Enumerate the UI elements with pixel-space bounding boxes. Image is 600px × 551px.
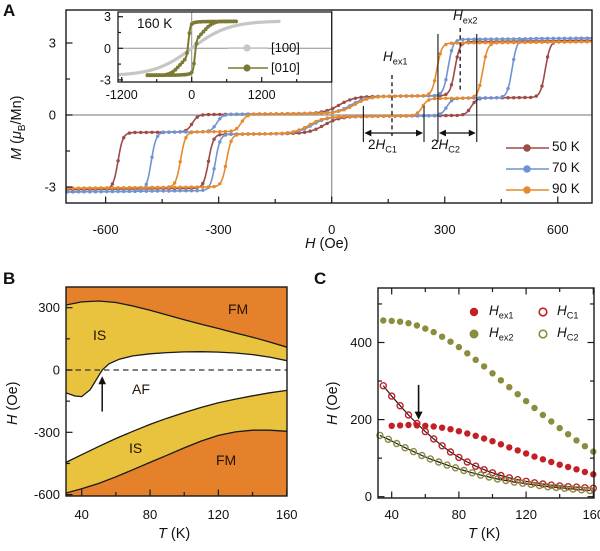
panel-b-x-axis-title: T (K) xyxy=(158,526,191,542)
svg-text:-1200: -1200 xyxy=(106,88,138,102)
svg-text:160: 160 xyxy=(276,507,298,522)
svg-text:1200: 1200 xyxy=(248,88,276,102)
svg-text:3: 3 xyxy=(49,36,56,51)
scatter-hc2 xyxy=(376,431,594,495)
panel-c-y-axis-title: H (Oe) xyxy=(325,381,341,425)
inset-legend-label-100: [100] xyxy=(271,40,300,55)
panel-c-letter: C xyxy=(314,269,327,288)
legend-label-hex1: Hex1 xyxy=(489,303,514,321)
svg-text:-3: -3 xyxy=(44,180,56,195)
svg-text:600: 600 xyxy=(547,222,569,237)
svg-text:-600: -600 xyxy=(34,487,60,502)
is-region-upper xyxy=(66,301,287,397)
panel-b-regions xyxy=(66,287,287,496)
svg-text:40: 40 xyxy=(384,507,398,522)
panel-c-x-axis-title: T (K) xyxy=(468,526,501,542)
panel-a-curves xyxy=(65,36,592,194)
panel-a-y-axis-title: M (μB/Mn) xyxy=(9,95,28,160)
legend-label-70k: 70 K xyxy=(552,160,580,175)
svg-text:40: 40 xyxy=(74,507,88,522)
svg-text:3: 3 xyxy=(104,10,111,24)
legend-label-hc2: HC2 xyxy=(557,325,579,343)
scatter-hex1 xyxy=(388,421,597,478)
inset-title: 160 K xyxy=(137,16,173,31)
panel-a-x-axis-title: H (Oe) xyxy=(305,236,349,252)
two-hc1-annotation-label: 2HC1 xyxy=(368,137,397,155)
svg-text:-300: -300 xyxy=(34,425,60,440)
inset-series-100 xyxy=(118,19,281,77)
svg-text:80: 80 xyxy=(143,507,157,522)
svg-text:-600: -600 xyxy=(93,222,119,237)
svg-text:0: 0 xyxy=(53,363,60,378)
fit-line-hc1 xyxy=(382,385,594,489)
inset-legend-label-010: [010] xyxy=(271,60,300,75)
svg-text:0: 0 xyxy=(188,88,195,102)
panel-b-y-axis-title: H (Oe) xyxy=(5,381,21,425)
svg-text:-3: -3 xyxy=(100,73,111,87)
two-hc2-annotation-label: 2HC2 xyxy=(431,137,460,155)
panel-a-annotations xyxy=(362,28,478,142)
boundary-is-af-upper xyxy=(66,351,287,398)
panel-a-inset: -1200 0 1200 3 0 -3 xyxy=(100,10,333,102)
scatter-hc1 xyxy=(379,382,597,492)
hex2-annotation-label: Hex2 xyxy=(453,8,478,26)
scatter-hex2 xyxy=(380,317,597,455)
panel-c-legend xyxy=(469,307,548,339)
boundary-fm-is-upper xyxy=(66,300,287,348)
is-region-lower xyxy=(66,390,287,493)
svg-text:0: 0 xyxy=(365,489,372,504)
panel-a-legend xyxy=(506,144,549,194)
panel-c xyxy=(376,317,597,495)
svg-text:-300: -300 xyxy=(206,222,232,237)
fit-line-hc2 xyxy=(379,434,590,492)
series-90k-curve xyxy=(65,40,592,190)
svg-text:0: 0 xyxy=(104,42,111,56)
panel-a-letter: A xyxy=(3,1,16,20)
panel-b-letter: B xyxy=(3,269,16,288)
svg-text:120: 120 xyxy=(515,507,537,522)
legend-label-90k: 90 K xyxy=(552,181,580,196)
svg-text:80: 80 xyxy=(452,507,466,522)
region-label-fm-upper: FM xyxy=(228,301,249,317)
region-label-is-lower: IS xyxy=(129,440,143,456)
region-label-fm-lower: FM xyxy=(216,452,237,468)
region-label-af: AF xyxy=(132,381,150,397)
region-label-is-upper: IS xyxy=(93,327,107,343)
svg-text:300: 300 xyxy=(38,300,60,315)
boundary-is-fm-lower xyxy=(66,429,287,494)
panel-b-axes: 40 80 120 160 300 0 -300 -600 xyxy=(34,286,298,522)
af-region xyxy=(66,351,287,463)
legend-label-50k: 50 K xyxy=(552,139,580,154)
legend-label-hc1: HC1 xyxy=(557,303,579,321)
svg-text:120: 120 xyxy=(208,507,230,522)
svg-text:160: 160 xyxy=(582,507,600,522)
panel-b xyxy=(66,287,287,496)
svg-text:0: 0 xyxy=(49,108,56,123)
hex1-annotation-label: Hex1 xyxy=(383,49,408,67)
panel-c-axes: 40 80 120 160 0 200 400 xyxy=(350,287,600,522)
legend-label-hex2: Hex2 xyxy=(489,325,514,343)
svg-text:300: 300 xyxy=(434,222,456,237)
svg-text:0: 0 xyxy=(328,222,335,237)
svg-text:200: 200 xyxy=(350,412,372,427)
svg-text:400: 400 xyxy=(350,335,372,350)
boundary-af-is-lower xyxy=(66,389,287,463)
